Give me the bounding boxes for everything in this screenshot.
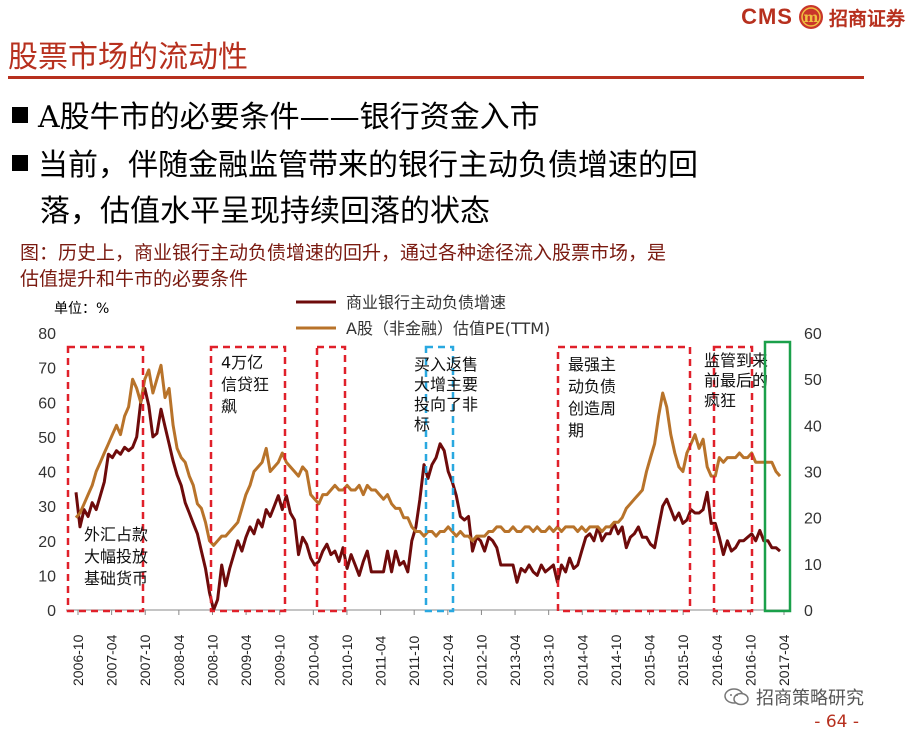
highlight-box-blue	[424, 345, 455, 613]
x-tick-label: 2017-04	[776, 634, 792, 686]
y-right-tick-label: 20	[804, 511, 822, 528]
x-tick-label: 2011-10	[406, 635, 422, 686]
box-annotation-line: 大增主要	[414, 375, 478, 394]
watermark-text: 招商策略研究	[756, 688, 864, 709]
x-tick-label: 2008-04	[171, 634, 187, 686]
page-number: - 64 -	[814, 712, 859, 732]
logo-badge-letter: m	[804, 10, 819, 26]
y-right-tick-label: 30	[804, 465, 822, 482]
bullet-1-text: A股牛市的必要条件——银行资金入市	[38, 100, 540, 135]
highlight-box-red	[556, 345, 692, 613]
x-tick-label: 2013-10	[541, 634, 557, 686]
logo-badge-icon: m	[798, 5, 823, 29]
box-annotation-line: 标	[414, 415, 430, 434]
x-tick-label: 2014-04	[574, 634, 590, 686]
figure-caption-line2: 估值提升和牛市的必要条件	[20, 268, 249, 290]
box-annotation-line: 动负债	[568, 377, 616, 396]
y-left-tick-label: 20	[38, 534, 56, 551]
box-annotation-line: 信贷狂	[221, 375, 269, 394]
y-left-tick-label: 50	[38, 430, 56, 447]
highlight-box-green	[763, 340, 792, 613]
y-left-tick-label: 70	[38, 361, 56, 378]
box-annotation-line: 4万亿	[221, 353, 263, 372]
y-left-tick-label: 80	[38, 326, 56, 343]
box-annotation-line: 外汇占款	[84, 525, 148, 544]
box-annotation-line: 基础货币	[84, 569, 148, 588]
highlight-box-red	[712, 345, 754, 613]
unit-label: 单位：%	[54, 301, 110, 317]
y-left-tick-label: 30	[38, 499, 56, 516]
x-tick-label: 2010-04	[305, 634, 321, 686]
y-right-tick-label: 0	[804, 603, 813, 620]
legend-label: A股（非金融）估值PE(TTM)	[346, 319, 550, 338]
logo-cn-text: 招商证券	[828, 7, 905, 30]
x-tick-label: 2014-10	[608, 634, 624, 686]
box-annotation-line: 疯狂	[704, 391, 736, 410]
box-annotation-line: 期	[568, 421, 584, 440]
x-tick-label: 2007-10	[137, 634, 153, 686]
box-annotation-line: 投向了非	[414, 395, 478, 414]
bullet-2: 当前，伴随金融监管带来的银行主动负债增速的回	[12, 140, 698, 184]
highlight-box-red	[315, 345, 347, 613]
header-logo: CMS m 招商证券	[741, 4, 905, 30]
y-left-tick-label: 40	[38, 465, 56, 482]
x-tick-label: 2015-10	[675, 634, 691, 686]
bullet-square-icon	[12, 107, 28, 123]
x-tick-label: 2015-04	[642, 634, 658, 686]
bullet-2-text: 当前，伴随金融监管带来的银行主动负债增速的回	[38, 148, 698, 183]
x-tick-label: 2007-04	[104, 634, 120, 686]
y-right-tick-label: 10	[804, 557, 822, 574]
bullet-1: A股牛市的必要条件——银行资金入市	[12, 92, 540, 136]
x-tick-label: 2012-04	[440, 634, 456, 686]
wechat-icon	[724, 688, 749, 706]
series-line-bank-debt	[74, 386, 781, 612]
x-tick-label: 2009-10	[272, 634, 288, 686]
box-annotation-line: 前最后的	[704, 371, 768, 390]
x-tick-label: 2009-04	[238, 634, 254, 686]
footer-watermark: 招商策略研究	[724, 684, 864, 710]
series-line-pe	[74, 363, 782, 547]
page-title: 股票市场的流动性	[8, 40, 248, 75]
highlight-box-red	[66, 345, 145, 613]
y-right-tick-label: 40	[804, 418, 822, 435]
title-rule	[8, 76, 864, 79]
x-tick-label: 2011-04	[373, 635, 389, 686]
x-tick-label: 2006-10	[70, 634, 86, 686]
x-tick-label: 2016-04	[709, 634, 725, 686]
x-tick-label: 2013-04	[507, 634, 523, 686]
box-annotation-line: 买入返售	[414, 355, 478, 374]
y-left-tick-label: 0	[47, 603, 56, 620]
bullet-2-cont: 落，估值水平呈现持续回落的状态	[40, 194, 490, 229]
y-right-tick-label: 50	[804, 372, 822, 389]
box-annotation-line: 创造周	[568, 399, 616, 418]
y-left-tick-label: 10	[38, 568, 56, 585]
x-tick-label: 2012-10	[473, 634, 489, 686]
bullet-square-icon	[12, 155, 28, 171]
x-tick-label: 2008-10	[204, 634, 220, 686]
box-annotation-line: 监管到来	[704, 351, 768, 370]
x-tick-label: 2010-10	[339, 634, 355, 686]
y-left-tick-label: 60	[38, 395, 56, 412]
box-annotation-line: 最强主	[568, 355, 616, 374]
box-annotation-line: 大幅投放	[84, 547, 148, 566]
x-tick-label: 2016-10	[742, 634, 758, 686]
legend-label: 商业银行主动负债增速	[346, 293, 506, 312]
logo-cms-text: CMS	[741, 4, 793, 29]
y-right-tick-label: 60	[804, 326, 822, 343]
highlight-box-red	[209, 345, 287, 613]
box-annotation-line: 飙	[221, 397, 237, 416]
figure-caption-line1: 图：历史上，商业银行主动负债增速的回升，通过各种途径流入股票市场，是	[20, 242, 667, 264]
